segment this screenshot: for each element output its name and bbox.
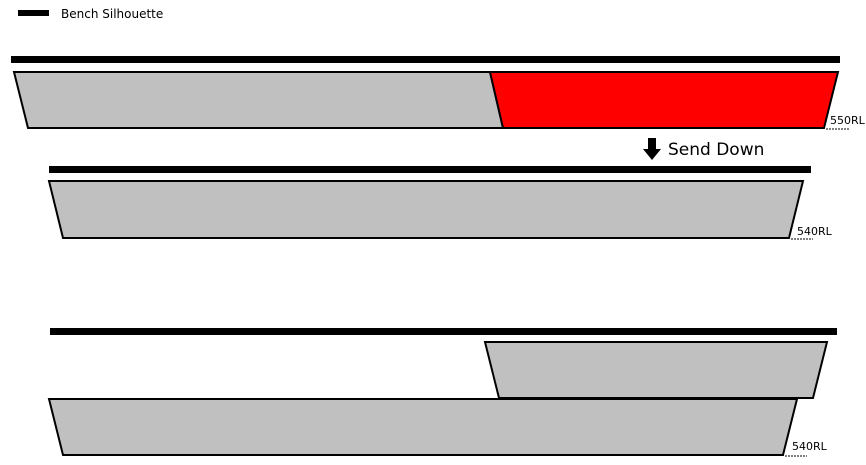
bench-block-1-left[interactable] (12, 71, 505, 129)
bench-silhouette-1 (11, 56, 840, 63)
send-down-button[interactable]: Send Down (643, 138, 764, 160)
send-down-label: Send Down (668, 140, 764, 160)
bench-silhouette-2 (49, 166, 811, 173)
bench-level-2: 540RL (797, 225, 833, 238)
bench-block-2[interactable] (47, 180, 805, 239)
arrow-down-icon (643, 138, 661, 160)
bench-level-1: 550RL (830, 114, 866, 127)
bench-block-3-lower[interactable] (47, 398, 799, 456)
bench-level-3: 540RL (792, 440, 828, 453)
bench-block-3-upper[interactable] (483, 341, 829, 399)
legend-swatch (18, 10, 49, 16)
bench-block-1-selected[interactable] (488, 71, 840, 129)
bench-silhouette-3 (50, 328, 837, 335)
legend-label: Bench Silhouette (61, 7, 163, 21)
